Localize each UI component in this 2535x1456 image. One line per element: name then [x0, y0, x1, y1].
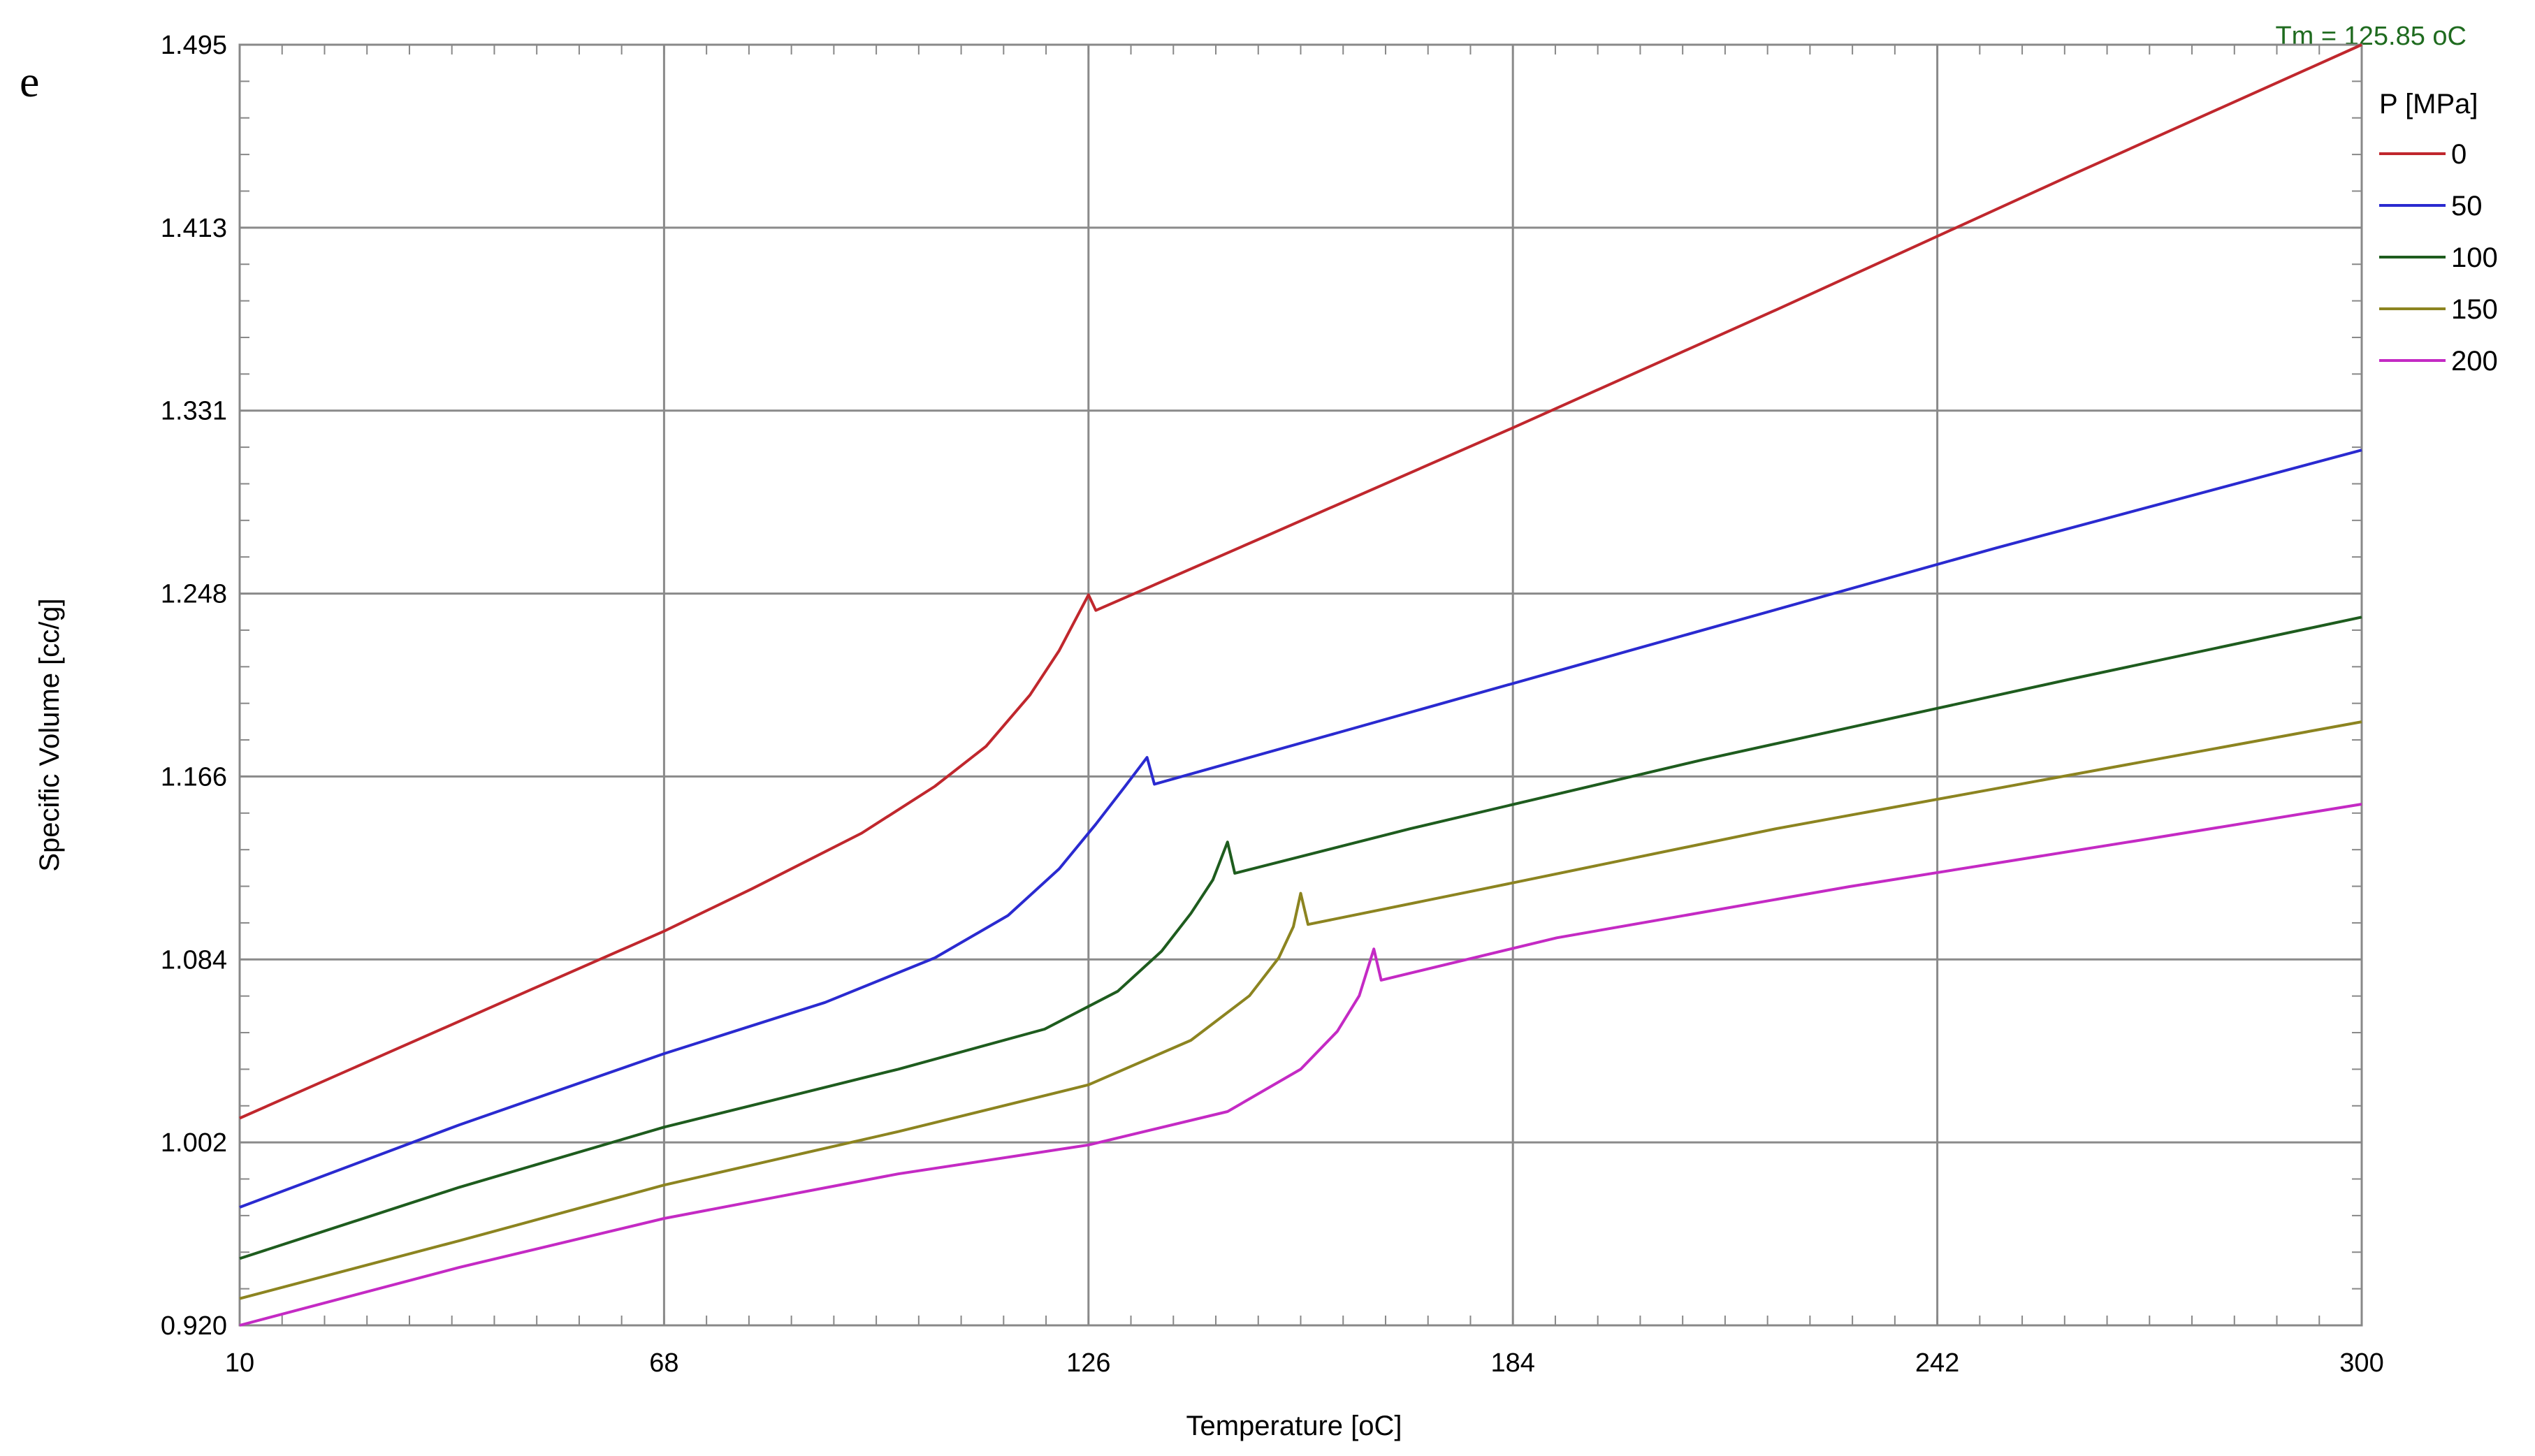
x-tick-label: 10	[225, 1348, 254, 1378]
minor-ticks	[240, 45, 2362, 1325]
legend-entry: 0	[2451, 139, 2467, 170]
legend: P [MPa] 0 50 100 150 200	[2379, 89, 2498, 377]
x-tick-label: 184	[1490, 1348, 1534, 1378]
y-tick-label: 1.495	[161, 31, 227, 60]
x-axis-title: Temperature [oC]	[1186, 1411, 1402, 1441]
x-axis-ticks: 10 68 126 184 242 300	[225, 1348, 2384, 1378]
y-axis-title: Specific Volume [cc/g]	[34, 598, 65, 871]
x-tick-label: 68	[649, 1348, 678, 1378]
series-line-150	[239, 720, 2362, 1300]
x-tick-label: 126	[1066, 1348, 1110, 1378]
grid	[240, 45, 2362, 1325]
panel-label: e	[20, 57, 39, 106]
x-tick-label: 300	[2339, 1348, 2383, 1378]
y-tick-label: 1.002	[161, 1128, 227, 1158]
y-tick-label: 1.166	[161, 762, 227, 792]
legend-entry: 50	[2451, 191, 2483, 221]
y-tick-label: 1.248	[161, 580, 227, 609]
y-tick-label: 1.084	[161, 945, 227, 975]
y-axis-ticks: 0.920 1.002 1.084 1.166 1.248 1.331 1.413 1.495	[161, 31, 227, 1341]
legend-title: P [MPa]	[2379, 89, 2478, 119]
x-tick-label: 242	[1915, 1348, 1959, 1378]
series-lines	[239, 43, 2362, 1327]
legend-entry: 200	[2451, 346, 2498, 377]
legend-entry: 150	[2451, 294, 2498, 325]
y-tick-label: 1.413	[161, 214, 227, 243]
y-tick-label: 0.920	[161, 1311, 227, 1341]
series-line-100	[239, 616, 2362, 1260]
plot-area	[238, 43, 2363, 1327]
tm-annotation: Tm = 125.85 oC	[2275, 22, 2467, 51]
y-tick-label: 1.331	[161, 397, 227, 426]
series-line-0	[239, 43, 2362, 1120]
series-line-50	[239, 449, 2362, 1209]
legend-entry: 100	[2451, 242, 2498, 273]
series-line-200	[239, 803, 2362, 1327]
